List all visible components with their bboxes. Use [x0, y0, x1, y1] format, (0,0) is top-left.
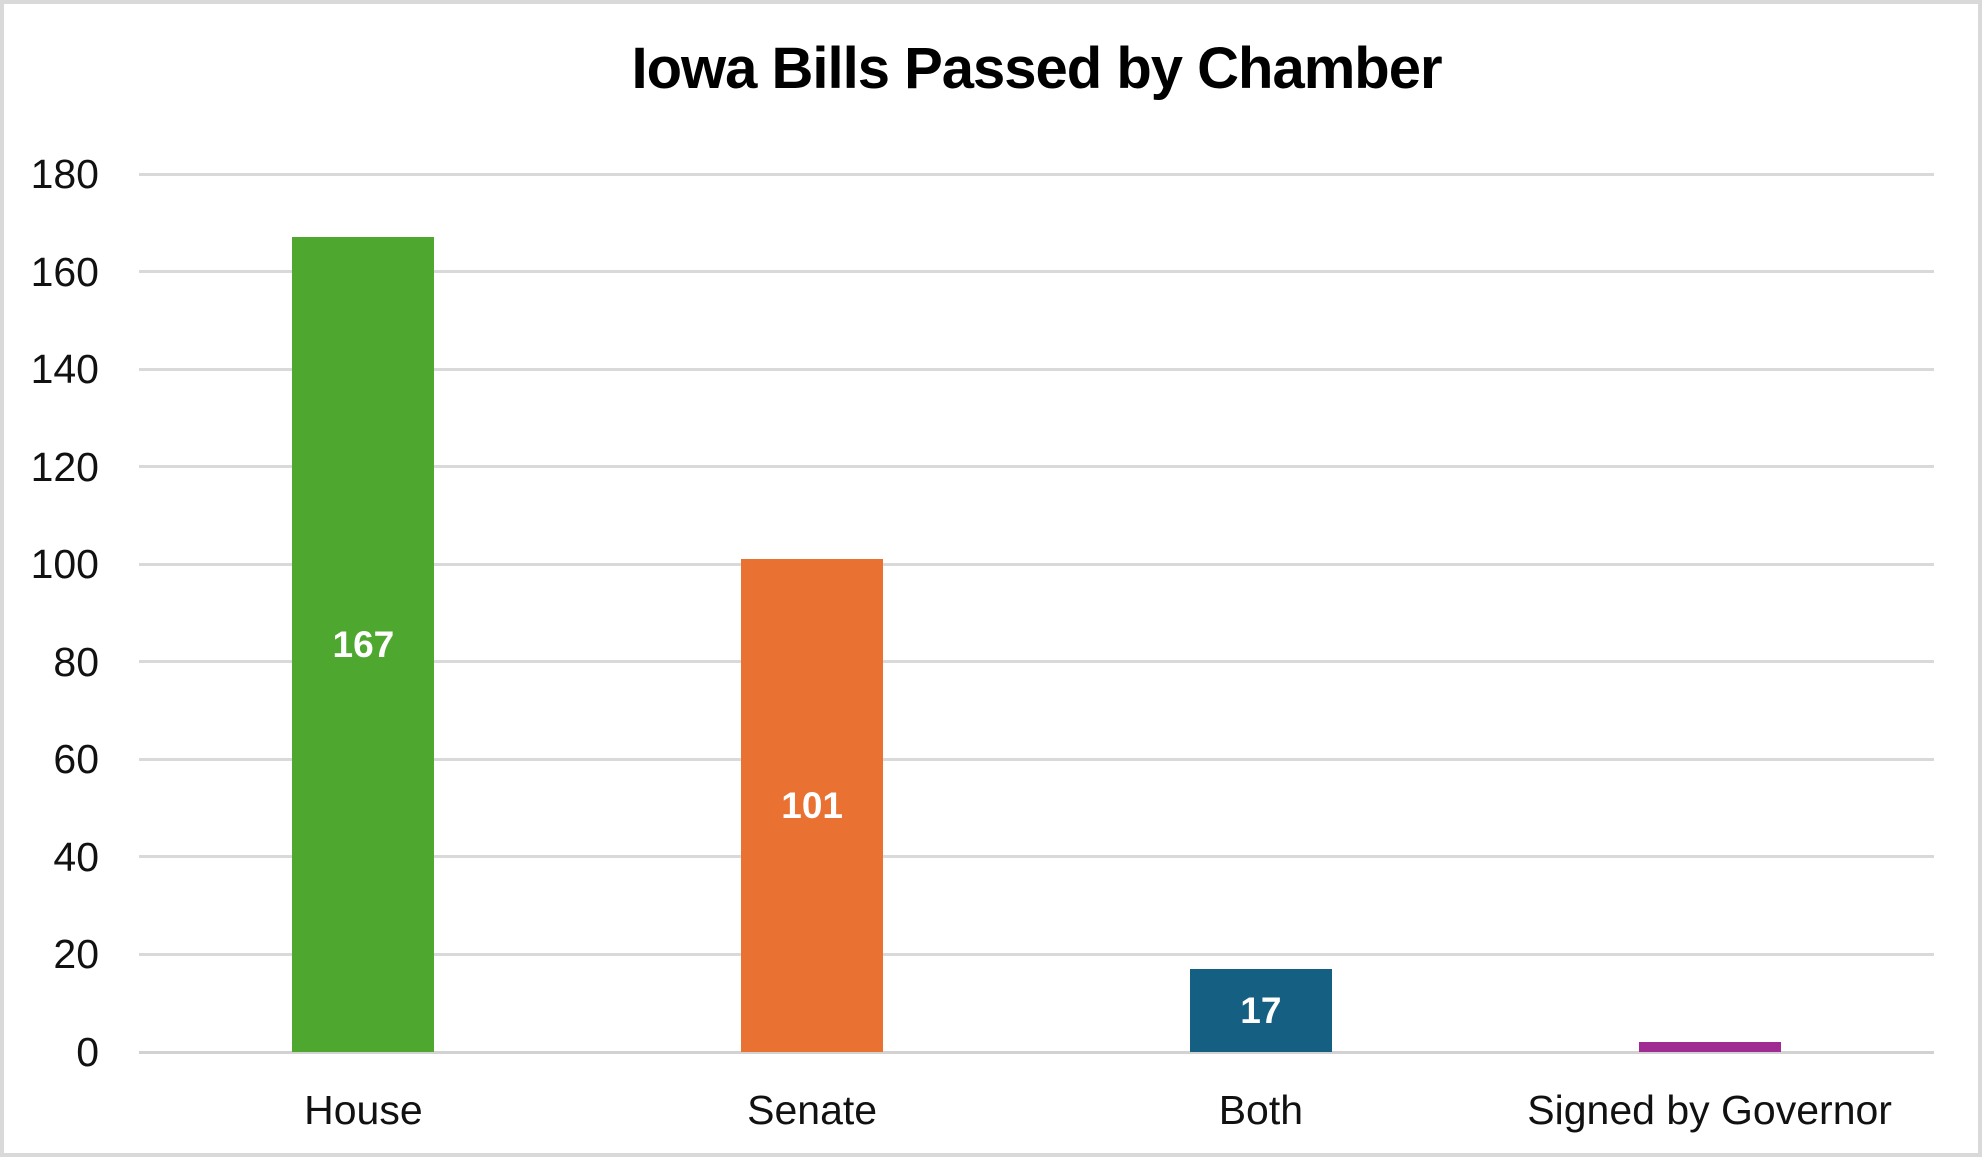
x-axis-category-label: House [304, 1087, 423, 1133]
gridline [139, 757, 1934, 761]
x-axis-category-label: Senate [747, 1087, 878, 1133]
x-axis-category-label: Signed by Governor [1527, 1087, 1892, 1133]
y-axis-tick-label: 80 [53, 638, 99, 685]
bar-house: 167 [292, 237, 435, 1052]
y-axis-tick-label: 20 [53, 931, 99, 978]
y-axis-tick-label: 0 [76, 1029, 99, 1075]
y-axis-tick-label: 160 [30, 248, 99, 295]
y-axis-tick-label: 40 [53, 833, 99, 880]
x-axis-category-label: Both [1218, 1087, 1304, 1133]
bar-signed-by-governor [1638, 1042, 1781, 1052]
y-axis-tick-label: 180 [30, 151, 99, 197]
gridline [139, 172, 1934, 176]
gridline [139, 465, 1934, 469]
bar-both: 17 [1189, 969, 1332, 1052]
y-axis-tick-label: 120 [30, 443, 99, 490]
bar-value-label: 101 [781, 784, 843, 826]
gridline [139, 562, 1934, 566]
bar-senate: 101 [741, 559, 884, 1052]
gridline [139, 952, 1934, 956]
y-axis-tick-label: 60 [53, 736, 99, 783]
y-axis-tick-label: 100 [30, 541, 99, 588]
gridline [139, 270, 1934, 274]
gridline [139, 367, 1934, 371]
bar-value-label: 17 [1240, 989, 1282, 1031]
x-axis-line [139, 1050, 1934, 1054]
gridline [139, 855, 1934, 859]
chart-title: Iowa Bills Passed by Chamber [631, 36, 1442, 101]
bar-value-label: 167 [332, 623, 395, 665]
gridline [139, 660, 1934, 664]
y-axis-tick-label: 140 [30, 346, 99, 393]
